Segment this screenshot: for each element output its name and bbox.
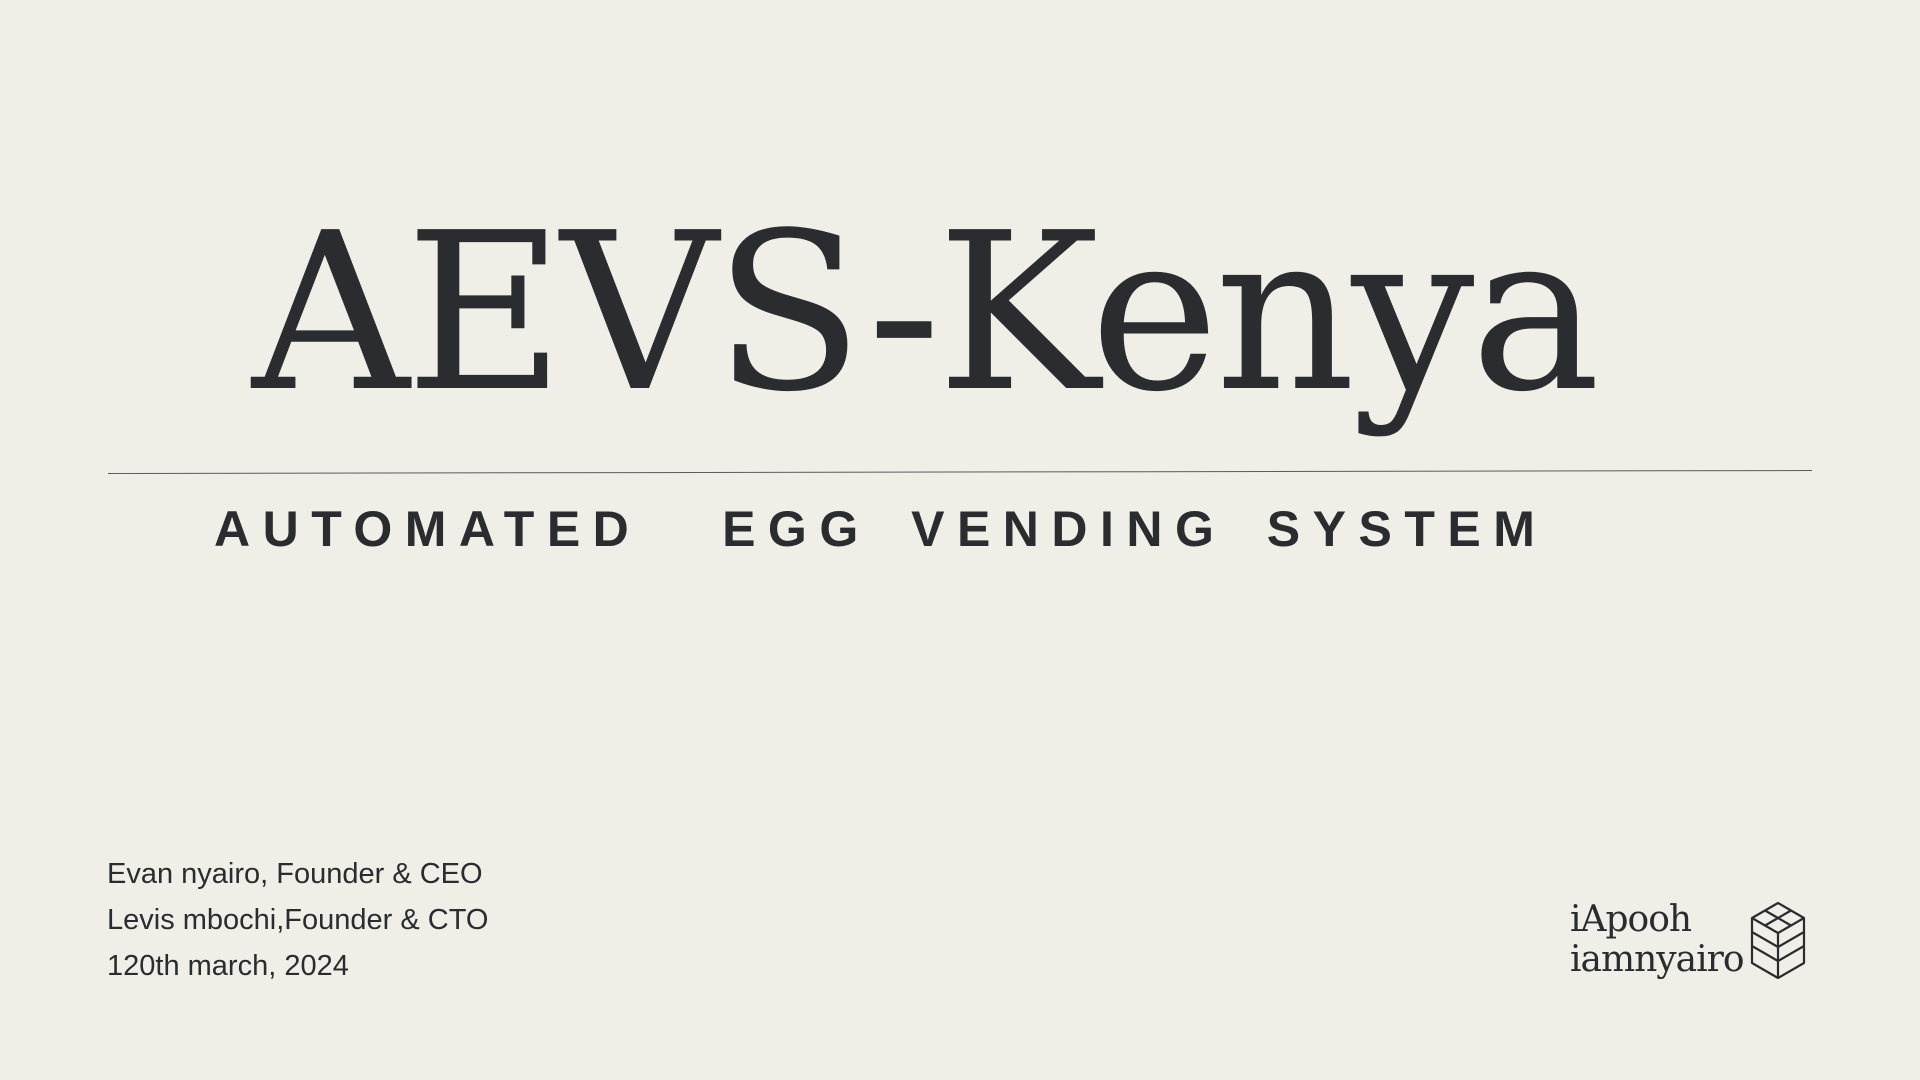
credits-block: Evan nyairo, Founder & CEO Levis mbochi,… <box>107 851 488 989</box>
brand-line-1: iApooh <box>1570 900 1744 940</box>
credit-cto: Levis mbochi,Founder & CTO <box>107 897 488 943</box>
cube-logo-icon <box>1748 901 1808 979</box>
slide-subtitle: AUTOMATED EGG VENDING SYSTEM <box>214 504 1547 554</box>
presentation-date: 120th march, 2024 <box>107 943 488 989</box>
brand-line-2: iamnyairo <box>1570 940 1744 980</box>
brand-text: iApooh iamnyairo <box>1570 900 1744 980</box>
brand-mark: iApooh iamnyairo <box>1570 900 1808 980</box>
divider-line <box>108 470 1812 474</box>
credit-ceo: Evan nyairo, Founder & CEO <box>107 851 488 897</box>
slide-title: AEVS-Kenya <box>252 205 1597 423</box>
